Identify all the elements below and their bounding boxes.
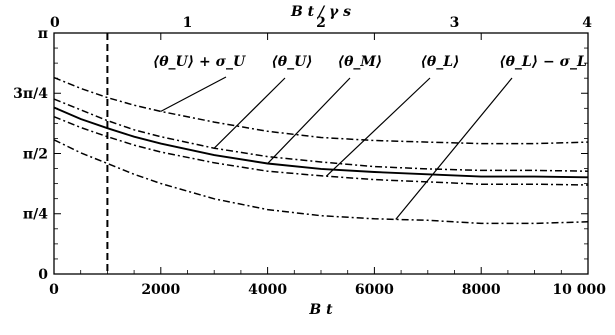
y-tick-label: 3π/4	[13, 86, 48, 102]
annotation-leader	[395, 77, 513, 220]
x2-tick-label: 4	[582, 15, 592, 31]
series-line-1	[53, 98, 589, 172]
plot-area: 0 2000 4000 6000 8000 10 000 0 1 2 3 4 0 π/4 π/2 3π/4 π…	[13, 4, 606, 318]
series-line-0	[53, 76, 589, 145]
y-tick-label: π/2	[23, 146, 48, 162]
annotation-leader	[325, 77, 431, 177]
series-line-2	[53, 106, 589, 179]
x-tick-label: 10 000	[552, 282, 606, 298]
x2-tick-label: 1	[183, 15, 193, 31]
x2-tick-label: 0	[50, 15, 60, 31]
x2-axis-title: B t / γ s	[290, 4, 351, 20]
annotation-leader	[213, 77, 286, 149]
annotation-label: ⟨θ_U⟩ + σ_U	[153, 54, 246, 70]
y-tick-label: 0	[38, 267, 48, 283]
annotation-label: ⟨θ_M⟩	[338, 54, 383, 70]
annotation-label: ⟨θ_L⟩	[421, 54, 460, 70]
x-tick-label: 2000	[141, 282, 180, 298]
x-tick-label: 6000	[355, 282, 394, 298]
x2-tick-label: 2	[316, 15, 326, 31]
x-tick-label: 0	[49, 282, 59, 298]
x-tick-label: 4000	[248, 282, 287, 298]
annotation-leader	[267, 77, 351, 164]
annotation-leader	[160, 76, 227, 112]
y-tick-label: π/4	[23, 207, 48, 223]
x2-tick-label: 3	[450, 15, 460, 31]
annotation-label: ⟨θ_U⟩	[271, 54, 312, 70]
y-tick-label: π	[38, 26, 48, 42]
x-tick-label: 8000	[462, 282, 501, 298]
annotation-label: ⟨θ_L⟩ − σ_L	[499, 54, 587, 70]
series-line-3	[53, 116, 589, 186]
series-line-4	[53, 139, 589, 225]
x-axis-title: B t	[308, 302, 333, 318]
